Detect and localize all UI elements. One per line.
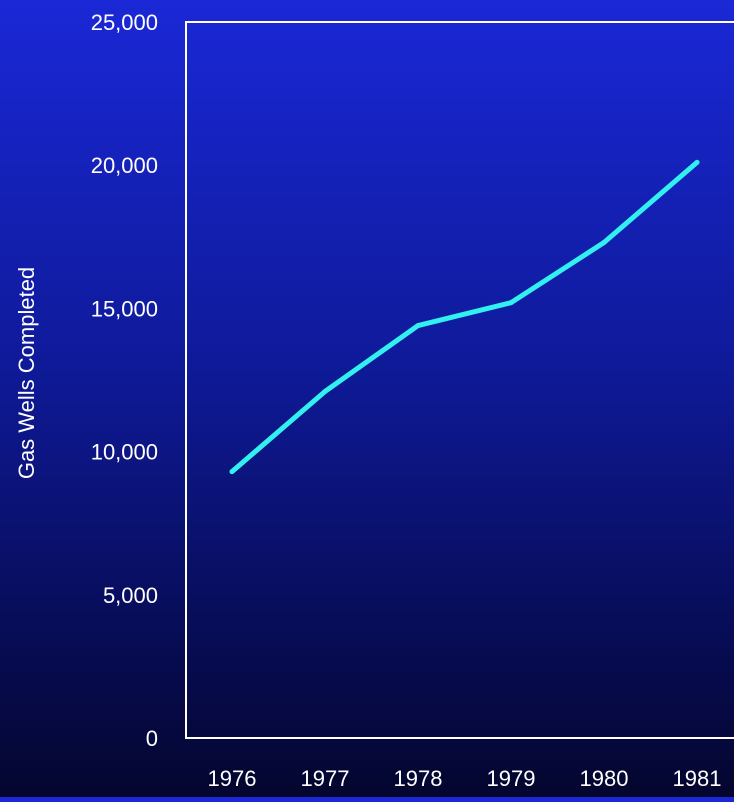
axes — [185, 21, 734, 739]
x-tick-label: 1980 — [580, 766, 629, 791]
data-point — [415, 323, 421, 329]
x-tick-labels: 1976 1977 1978 1979 1980 1981 — [208, 766, 722, 791]
y-axis-label: Gas Wells Completed — [14, 267, 39, 479]
y-tick-label: 25,000 — [91, 10, 158, 35]
data-point — [694, 159, 700, 165]
y-tick-label: 5,000 — [103, 583, 158, 608]
y-tick-label: 0 — [146, 726, 158, 751]
x-tick-label: 1978 — [394, 766, 443, 791]
x-tick-label: 1979 — [487, 766, 536, 791]
plot-frame — [185, 21, 734, 739]
series-lines — [229, 159, 700, 475]
y-tick-label: 10,000 — [91, 440, 158, 465]
x-tick-label: 1981 — [673, 766, 722, 791]
data-point — [322, 388, 328, 394]
y-tick-labels: 0 5,000 10,000 15,000 20,000 25,000 — [91, 10, 158, 751]
y-tick-label: 20,000 — [91, 153, 158, 178]
series-line — [229, 159, 700, 475]
data-point — [601, 240, 607, 246]
data-point — [508, 300, 514, 306]
x-tick-label: 1977 — [301, 766, 350, 791]
data-point — [229, 469, 235, 475]
x-tick-label: 1976 — [208, 766, 257, 791]
y-tick-label: 15,000 — [91, 296, 158, 321]
